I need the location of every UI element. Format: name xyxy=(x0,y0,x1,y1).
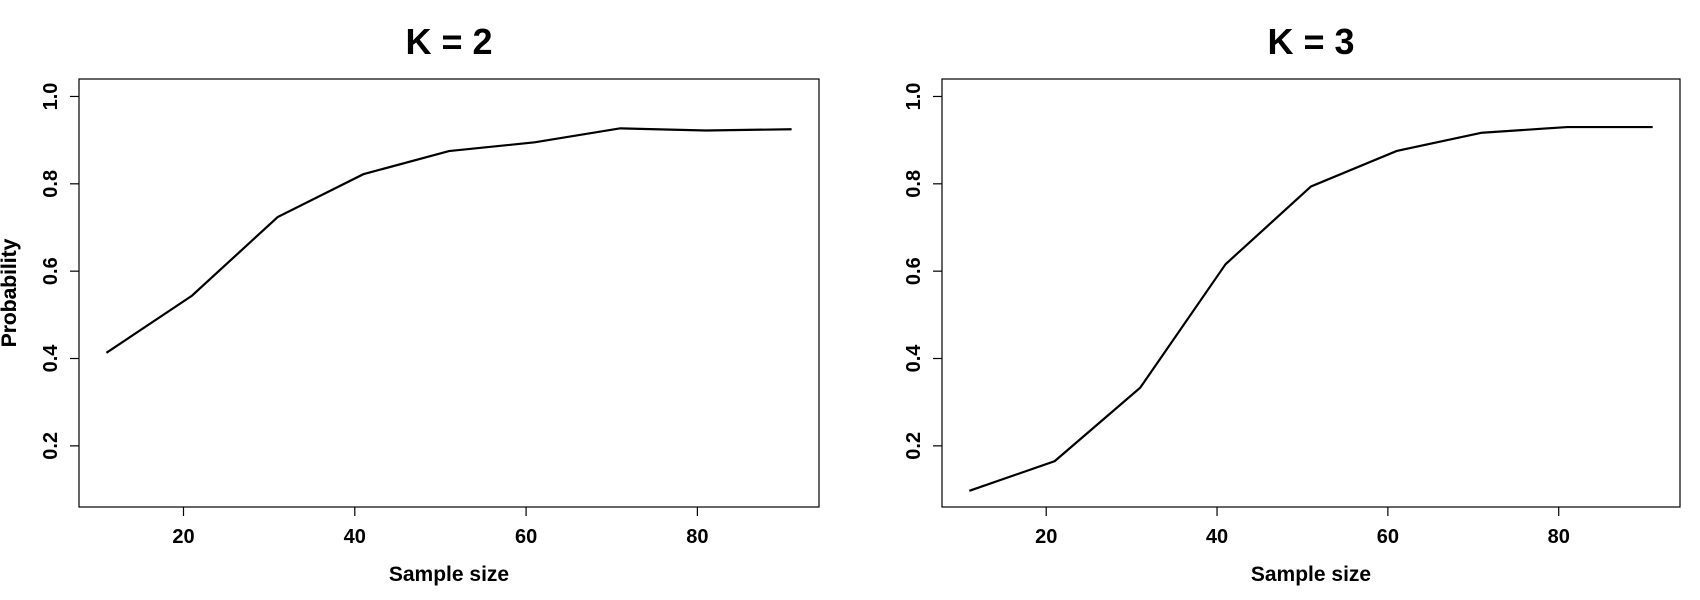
y-tick-label: 0.4 xyxy=(903,344,925,373)
x-tick-label: 60 xyxy=(515,526,537,548)
y-tick-label: 0.4 xyxy=(40,344,62,373)
x-tick-label: 80 xyxy=(1548,526,1570,548)
chart-title: K = 2 xyxy=(405,21,492,62)
x-tick-label: 20 xyxy=(172,526,194,548)
y-tick-label: 0.2 xyxy=(903,432,925,460)
y-tick-label: 1.0 xyxy=(40,83,62,111)
x-axis-label: Sample size xyxy=(389,563,509,586)
x-tick-label: 40 xyxy=(344,526,366,548)
y-tick-label: 0.8 xyxy=(903,170,925,198)
y-tick-label: 1.0 xyxy=(903,83,925,111)
data-line xyxy=(105,127,792,354)
chart-title: K = 3 xyxy=(1267,21,1354,62)
x-tick-label: 40 xyxy=(1206,526,1228,548)
data-line xyxy=(968,125,1653,492)
y-axis-label: Probability xyxy=(0,238,21,347)
plot-frame xyxy=(941,78,1681,508)
y-tick-label: 0.6 xyxy=(903,257,925,285)
x-tick-label: 20 xyxy=(1035,526,1057,548)
y-axis-label: Probability xyxy=(0,238,21,347)
x-tick-label: 80 xyxy=(686,526,708,548)
y-tick-label: 0.8 xyxy=(40,170,62,198)
x-tick-label: 60 xyxy=(1377,526,1399,548)
plot-frame xyxy=(78,78,820,508)
x-axis-label: Sample size xyxy=(1251,563,1371,586)
y-tick-label: 0.2 xyxy=(40,432,62,460)
y-tick-label: 0.6 xyxy=(40,257,62,285)
